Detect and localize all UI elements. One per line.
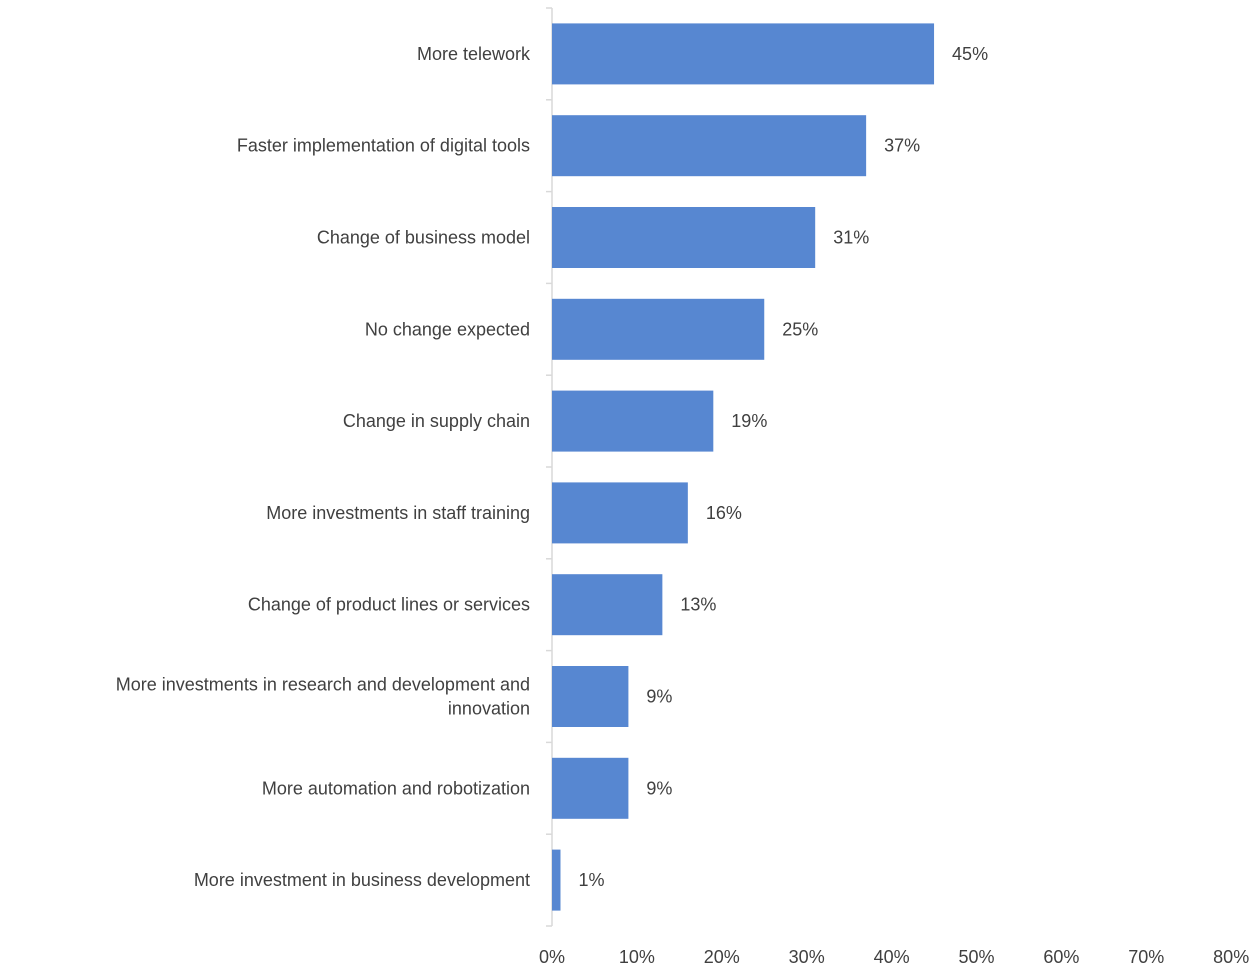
category-label-10: More investment in business development (194, 870, 530, 890)
bar-3 (552, 207, 816, 268)
value-label-3: 31% (833, 228, 869, 248)
axis-group (546, 7, 553, 927)
x-tick-label: 30% (789, 947, 825, 967)
value-label-2: 37% (884, 136, 920, 156)
bar-7 (552, 574, 663, 636)
bar-8 (552, 666, 629, 727)
category-label-line: Change in supply chain (343, 411, 530, 431)
category-label-line: innovation (448, 699, 530, 719)
category-label-line: No change expected (365, 319, 530, 339)
category-label-line: More investments in staff training (266, 503, 530, 523)
value-label-8: 9% (646, 687, 672, 707)
category-label-7: Change of product lines or services (248, 595, 530, 615)
bar-6 (552, 482, 688, 544)
bars-group (552, 23, 935, 911)
category-label-3: Change of business model (317, 228, 530, 248)
x-tick-label: 20% (704, 947, 740, 967)
value-labels-group: 45% 37% 31% 25% 19% 16% 13% 9% 9% 1% (578, 44, 988, 890)
bar-2 (552, 115, 867, 177)
category-label-6: More investments in staff training (266, 503, 530, 523)
bar-10 (552, 849, 561, 911)
x-tick-label: 60% (1043, 947, 1079, 967)
category-label-9: More automation and robotization (262, 778, 530, 798)
category-label-8: More investments in research and develop… (116, 675, 530, 719)
bar-1 (552, 23, 935, 85)
value-label-10: 1% (578, 870, 604, 890)
category-label-line: More telework (417, 44, 531, 64)
category-label-1: More telework (417, 44, 531, 64)
category-label-line: Change of business model (317, 228, 530, 248)
category-label-2: Faster implementation of digital tools (237, 136, 530, 156)
category-label-line: More investments in research and develop… (116, 675, 530, 695)
value-label-4: 25% (782, 319, 818, 339)
category-label-line: Change of product lines or services (248, 595, 530, 615)
value-label-5: 19% (731, 411, 767, 431)
category-label-line: More automation and robotization (262, 778, 530, 798)
bar-9 (552, 757, 629, 819)
x-tick-label: 40% (874, 947, 910, 967)
x-tick-label: 50% (958, 947, 994, 967)
category-label-4: No change expected (365, 319, 530, 339)
value-label-9: 9% (646, 778, 672, 798)
x-tick-label: 80% (1213, 947, 1249, 967)
value-label-1: 45% (952, 44, 988, 64)
category-label-line: Faster implementation of digital tools (237, 136, 530, 156)
category-label-line: More investment in business development (194, 870, 530, 890)
category-label-5: Change in supply chain (343, 411, 530, 431)
value-label-6: 16% (706, 503, 742, 523)
x-tick-label: 0% (539, 947, 565, 967)
category-labels-group: More telework Faster implementation of di… (116, 44, 531, 890)
x-tick-labels-group: 0% 10% 20% 30% 40% 50% 60% 70% 80% (539, 947, 1249, 967)
x-tick-label: 10% (619, 947, 655, 967)
value-label-7: 13% (680, 595, 716, 615)
x-tick-label: 70% (1128, 947, 1164, 967)
bar-4 (552, 298, 765, 360)
bar-5 (552, 390, 714, 452)
